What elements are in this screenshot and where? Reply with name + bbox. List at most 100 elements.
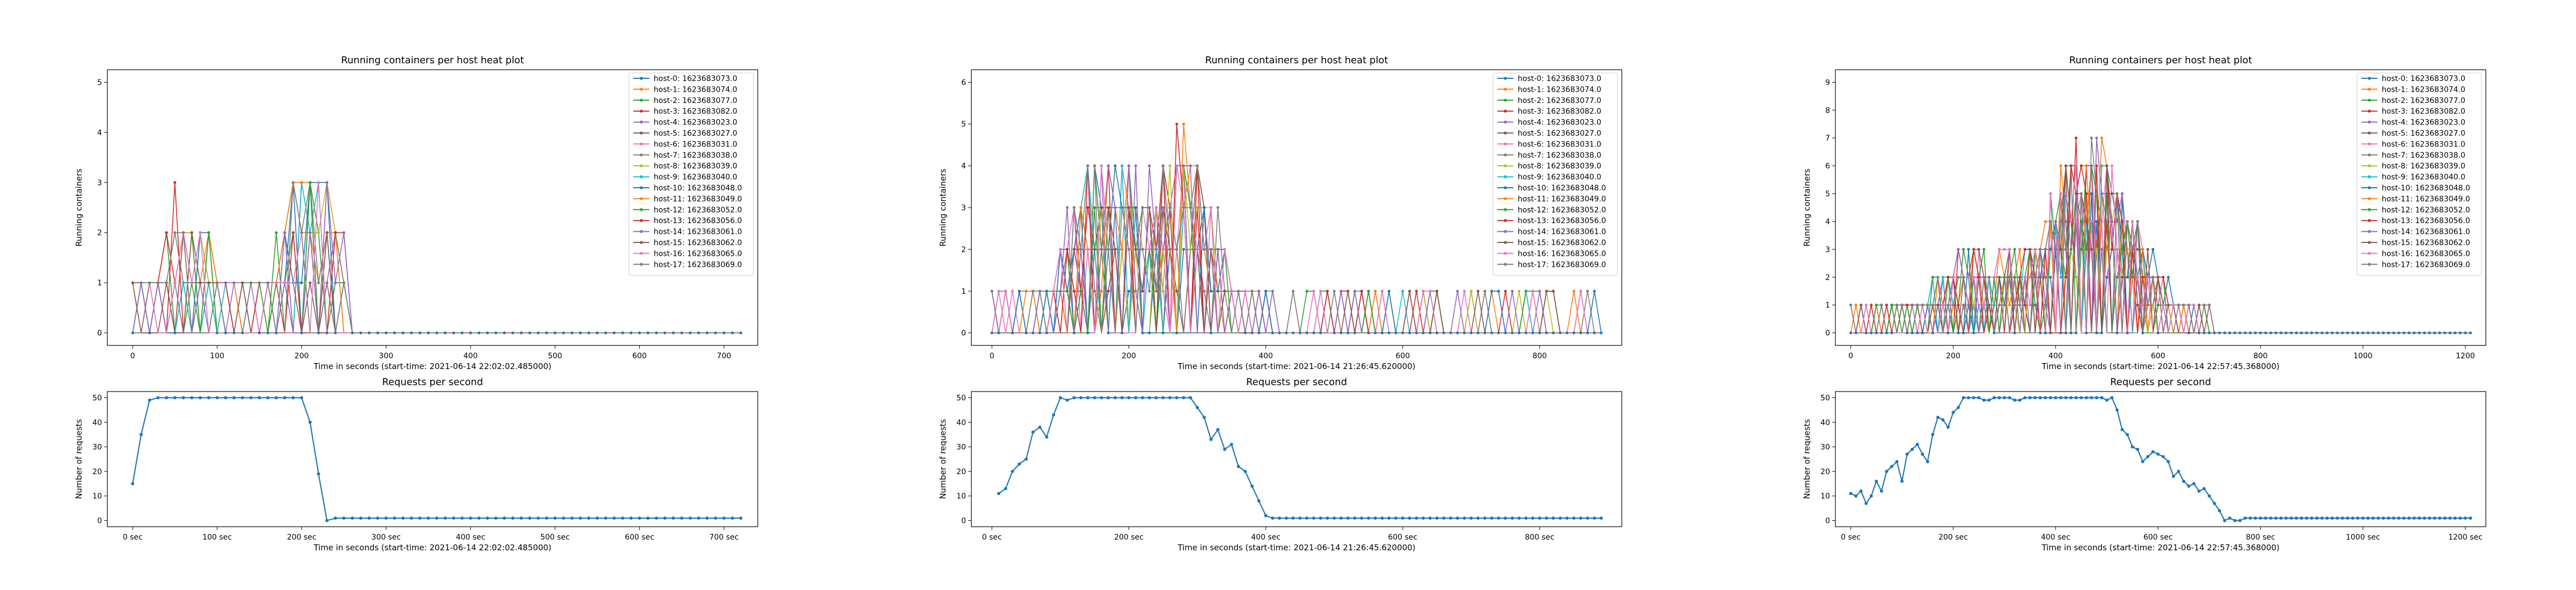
legend-swatch-marker-16 bbox=[640, 252, 643, 255]
requests-point bbox=[1038, 425, 1042, 429]
heat-point-host-0 bbox=[2377, 331, 2380, 335]
requests-point bbox=[536, 517, 540, 520]
heat-point-host-0 bbox=[1885, 331, 1888, 335]
heat-point-host-14 bbox=[325, 181, 328, 184]
requests-point bbox=[2126, 433, 2129, 437]
heat-point-host-0 bbox=[1931, 331, 1934, 335]
heat-point-host-0 bbox=[1380, 331, 1384, 335]
heat-point-host-0 bbox=[275, 331, 278, 335]
heat-ytick-label: 2 bbox=[961, 246, 966, 254]
legend-entry-0: host-0: 1623683073.0 bbox=[654, 75, 737, 83]
heat-point-host-0 bbox=[2361, 331, 2365, 335]
requests-point bbox=[545, 517, 548, 520]
legend-entry-11: host-11: 1623683049.0 bbox=[2382, 195, 2470, 203]
legend-swatch-marker-13 bbox=[1504, 219, 1507, 223]
heat-point-host-15 bbox=[1936, 304, 1940, 307]
legend-entry-2: host-2: 1623683077.0 bbox=[654, 97, 737, 105]
heat-point-host-0 bbox=[2428, 331, 2431, 335]
heat-point-host-15 bbox=[1860, 304, 1863, 307]
heat-point-host-10 bbox=[1018, 290, 1021, 293]
heat-point-host-17 bbox=[2039, 248, 2042, 251]
heat-point-host-0 bbox=[1422, 331, 1425, 335]
heat-point-host-16 bbox=[1941, 304, 1944, 307]
legend-box bbox=[1492, 72, 1618, 276]
requests-point bbox=[1018, 462, 1021, 466]
requests-point bbox=[291, 396, 295, 400]
heat-point-host-0 bbox=[2090, 192, 2093, 195]
heat-point-host-0 bbox=[1579, 331, 1583, 335]
heat-point-host-6 bbox=[1011, 290, 1014, 293]
heat-xtick-label: 0 bbox=[1848, 352, 1853, 360]
heat-point-host-16 bbox=[2049, 192, 2052, 195]
heat-point-host-16 bbox=[1319, 290, 1322, 293]
requests-point bbox=[2100, 396, 2104, 400]
req-ytick-label: 30 bbox=[1820, 443, 1830, 452]
heat-point-host-10 bbox=[2105, 276, 2109, 279]
heat-point-host-13 bbox=[1175, 122, 1179, 126]
heat-ytick-label: 1 bbox=[1825, 301, 1830, 310]
legend-entry-17: host-17: 1623683069.0 bbox=[1518, 261, 1606, 269]
heat-point-host-11 bbox=[1854, 304, 1857, 307]
heat-xtick-label: 400 bbox=[463, 352, 478, 360]
requests-point bbox=[1428, 517, 1432, 520]
heat-point-host-17 bbox=[1093, 290, 1096, 293]
heat-point-host-0 bbox=[1031, 331, 1035, 335]
requests-point bbox=[1079, 396, 1083, 400]
heat-point-host-13 bbox=[1360, 290, 1363, 293]
heat-point-host-17 bbox=[1292, 290, 1295, 293]
heat-point-host-0 bbox=[1312, 331, 1315, 335]
legend-swatch-marker-0 bbox=[2368, 77, 2371, 80]
heat-point-host-17 bbox=[2080, 192, 2083, 195]
legend-swatch-marker-6 bbox=[2368, 142, 2371, 146]
heat-point-host-0 bbox=[2300, 331, 2303, 335]
heat-point-host-4 bbox=[2120, 192, 2124, 195]
heat-point-host-16 bbox=[1223, 248, 1226, 251]
heat-point-host-0 bbox=[697, 331, 700, 335]
req-ytick-label: 50 bbox=[92, 394, 102, 402]
heat-point-host-0 bbox=[1946, 331, 1950, 335]
heat-point-host-16 bbox=[1982, 304, 1986, 307]
heat-point-host-0 bbox=[1593, 331, 1596, 335]
requests-point bbox=[1230, 442, 1233, 446]
requests-point bbox=[1982, 399, 1986, 402]
heat-point-host-14 bbox=[1100, 248, 1103, 251]
requests-point bbox=[1093, 396, 1096, 400]
legend-entry-11: host-11: 1623683049.0 bbox=[654, 195, 742, 203]
heat-point-host-0 bbox=[224, 331, 227, 335]
heat-point-host-4 bbox=[2090, 164, 2093, 167]
requests-point bbox=[1305, 517, 1309, 520]
requests-point bbox=[2340, 517, 2344, 520]
heat-ytick-label: 3 bbox=[1825, 246, 1830, 254]
heat-xtick-label: 1000 bbox=[2353, 352, 2373, 360]
heat-point-host-16 bbox=[1951, 276, 1955, 279]
heat-point-host-3 bbox=[2074, 136, 2078, 139]
heat-point-host-17 bbox=[173, 231, 177, 234]
heat-point-host-17 bbox=[2003, 304, 2006, 307]
heat-point-host-16 bbox=[1230, 290, 1233, 293]
heat-ytick-label: 4 bbox=[97, 129, 102, 137]
heat-point-host-0 bbox=[1600, 331, 1603, 335]
heat-point-host-16 bbox=[1972, 276, 1975, 279]
requests-point bbox=[435, 517, 438, 520]
requests-point bbox=[486, 517, 489, 520]
requests-point bbox=[519, 517, 523, 520]
heat-point-host-17 bbox=[1196, 164, 1199, 167]
heat-point-host-0 bbox=[1921, 331, 1924, 335]
heat-point-host-10 bbox=[1203, 206, 1206, 209]
heat-point-host-0 bbox=[2013, 331, 2016, 335]
requests-point bbox=[1967, 396, 1971, 400]
legend-swatch-marker-17 bbox=[640, 263, 643, 266]
legend-swatch-marker-13 bbox=[2368, 219, 2371, 223]
heat-point-host-15 bbox=[1107, 206, 1110, 209]
heat-point-host-0 bbox=[655, 331, 658, 335]
heat-point-host-14 bbox=[1353, 290, 1356, 293]
heat-point-host-0 bbox=[672, 331, 675, 335]
legend-entry-10: host-10: 1623683048.0 bbox=[654, 184, 742, 193]
requests-point bbox=[1387, 517, 1391, 520]
heat-point-host-0 bbox=[350, 331, 354, 335]
heat-point-host-17 bbox=[1895, 304, 1899, 307]
requests-point bbox=[494, 517, 498, 520]
requests-point bbox=[1236, 464, 1240, 468]
requests-point bbox=[350, 517, 354, 520]
heat-point-host-15 bbox=[1435, 290, 1439, 293]
